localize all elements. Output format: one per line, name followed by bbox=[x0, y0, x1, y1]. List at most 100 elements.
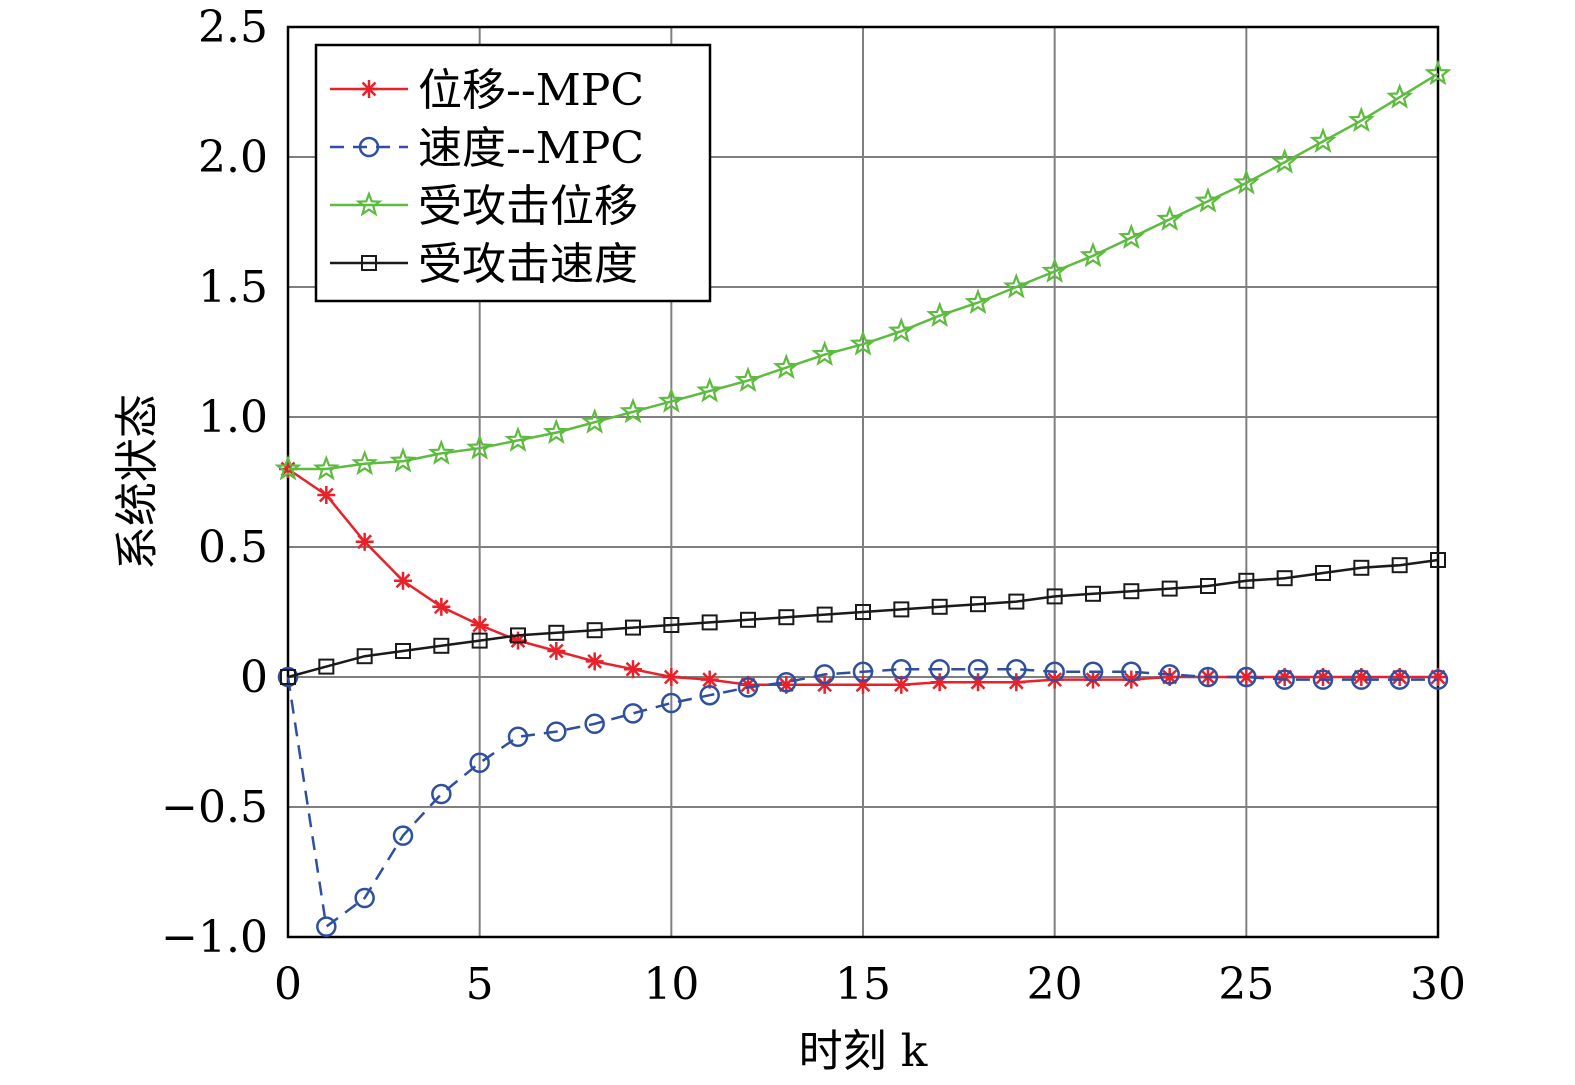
y-ticks: −1.0 −0.5 0 0.5 1.0 1.5 2.0 2.5 bbox=[161, 2, 268, 963]
asterisk-marker bbox=[625, 661, 641, 677]
star-marker bbox=[389, 447, 417, 473]
y-tick-label: −0.5 bbox=[161, 782, 268, 833]
circle-marker bbox=[546, 721, 567, 742]
y-tick-label: 2.0 bbox=[198, 132, 268, 183]
star-marker bbox=[1002, 272, 1030, 299]
x-tick-label: 5 bbox=[466, 959, 494, 1010]
square-marker bbox=[586, 622, 603, 639]
legend-entry: 位移--MPC bbox=[330, 65, 644, 116]
square-marker bbox=[625, 619, 641, 636]
asterisk-marker bbox=[702, 672, 718, 687]
square-marker bbox=[740, 611, 756, 628]
series-2 bbox=[274, 59, 1452, 481]
star-marker bbox=[849, 330, 877, 356]
y-axis-label: 系统状态 bbox=[112, 394, 163, 570]
legend-label: 受攻击速度 bbox=[418, 239, 638, 290]
y-tick-label: −1.0 bbox=[161, 912, 268, 963]
square-marker bbox=[1353, 559, 1370, 576]
asterisk-marker bbox=[361, 81, 377, 97]
square-marker bbox=[855, 604, 871, 620]
square-marker bbox=[510, 627, 526, 644]
legend-entry: 受攻击位移 bbox=[330, 181, 638, 232]
square-marker bbox=[1046, 588, 1063, 605]
circle-marker bbox=[1312, 669, 1334, 690]
square-marker bbox=[816, 606, 833, 623]
asterisk-marker bbox=[893, 677, 909, 693]
circle-marker bbox=[622, 703, 644, 724]
asterisk-marker bbox=[548, 643, 564, 659]
series-line bbox=[287, 558, 1439, 679]
star-marker bbox=[351, 449, 379, 476]
star-marker bbox=[1386, 83, 1414, 109]
circle-marker bbox=[1082, 661, 1104, 683]
square-marker bbox=[1391, 557, 1408, 574]
square-marker bbox=[663, 617, 680, 633]
asterisk-marker bbox=[357, 534, 373, 550]
square-marker bbox=[433, 637, 450, 654]
star-marker bbox=[1309, 127, 1337, 153]
plot-frame bbox=[286, 25, 1440, 939]
circle-marker bbox=[507, 726, 529, 748]
square-marker bbox=[1200, 578, 1216, 594]
star-marker bbox=[427, 439, 455, 465]
circle-marker bbox=[814, 664, 835, 685]
square-marker bbox=[1315, 565, 1331, 581]
square-marker bbox=[931, 598, 948, 615]
legend-label: 速度--MPC bbox=[418, 123, 644, 174]
asterisk-marker bbox=[817, 677, 833, 693]
x-tick-label: 15 bbox=[835, 959, 891, 1010]
circle-marker bbox=[358, 136, 380, 158]
asterisk-marker bbox=[433, 599, 449, 615]
legend-label: 位移--MPC bbox=[418, 65, 644, 116]
circle-marker bbox=[699, 684, 720, 706]
circle-marker bbox=[392, 825, 414, 846]
x-tick-label: 30 bbox=[1410, 959, 1466, 1010]
series-1 bbox=[277, 658, 1449, 937]
square-marker bbox=[361, 255, 377, 271]
asterisk-marker bbox=[318, 487, 334, 503]
star-marker bbox=[619, 397, 647, 424]
star-marker bbox=[964, 288, 992, 315]
circle-marker bbox=[661, 692, 682, 714]
legend-entry: 受攻击速度 bbox=[330, 239, 638, 290]
square-marker bbox=[548, 624, 565, 641]
square-marker bbox=[1008, 593, 1025, 610]
y-tick-label: 0 bbox=[240, 652, 268, 703]
star-marker bbox=[1117, 223, 1145, 250]
circle-marker bbox=[891, 658, 912, 680]
square-marker bbox=[395, 643, 411, 659]
circle-marker bbox=[277, 666, 299, 688]
square-marker bbox=[1276, 570, 1293, 587]
series-0 bbox=[279, 460, 1447, 694]
x-tick-label: 25 bbox=[1218, 959, 1274, 1010]
circle-marker bbox=[431, 783, 452, 805]
star-marker bbox=[734, 366, 762, 393]
series-3 bbox=[280, 552, 1446, 685]
star-marker bbox=[504, 426, 532, 452]
circle-marker bbox=[852, 661, 874, 683]
circle-marker bbox=[584, 713, 605, 735]
circle-marker bbox=[1236, 666, 1257, 688]
star-marker bbox=[274, 454, 302, 481]
star-marker bbox=[926, 301, 954, 328]
asterisk-marker bbox=[472, 617, 488, 633]
square-marker bbox=[893, 601, 910, 618]
square-marker bbox=[471, 632, 488, 649]
star-marker bbox=[696, 376, 724, 403]
square-marker bbox=[1161, 580, 1178, 597]
circle-marker bbox=[967, 658, 989, 680]
x-tick-label: 0 bbox=[274, 959, 302, 1010]
y-tick-label: 1.5 bbox=[198, 262, 268, 313]
asterisk-marker bbox=[587, 654, 603, 669]
circle-marker bbox=[1427, 669, 1449, 690]
legend-label: 受攻击位移 bbox=[418, 181, 638, 232]
series-layer bbox=[274, 59, 1452, 937]
star-marker bbox=[772, 353, 800, 380]
square-marker bbox=[356, 648, 373, 665]
circle-marker bbox=[737, 677, 759, 698]
legend-entry: 速度--MPC bbox=[330, 123, 644, 174]
grid bbox=[287, 26, 1439, 938]
circle-marker bbox=[1006, 658, 1027, 680]
square-marker bbox=[778, 609, 795, 626]
